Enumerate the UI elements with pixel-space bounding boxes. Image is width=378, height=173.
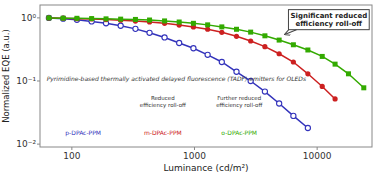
data-point	[346, 71, 351, 76]
data-point	[262, 33, 267, 38]
y-tick	[37, 144, 40, 145]
plot-area	[46, 15, 366, 130]
data-point	[103, 17, 108, 22]
data-point	[118, 23, 123, 28]
data-point	[191, 21, 196, 26]
data-point	[277, 38, 282, 43]
data-point	[89, 16, 94, 21]
data-point	[61, 16, 66, 21]
data-point	[205, 27, 210, 32]
text-line: efficiency roll-off	[140, 102, 186, 109]
data-point	[219, 30, 224, 35]
text-line: Further reduced	[217, 95, 261, 101]
text-line: Significant reduced	[290, 12, 367, 20]
data-point	[162, 35, 167, 40]
data-point	[46, 15, 51, 20]
x-tick	[194, 147, 195, 150]
text-line: Pyrimidine-based thermally activated del…	[47, 75, 306, 83]
data-point	[234, 34, 239, 39]
chart: 100 1000 10000 10⁻² 10⁻¹ 10⁰ Luminance (cd/m²)…	[0, 0, 378, 173]
annotation-text: Further reducedefficiency roll-off	[216, 95, 262, 108]
data-point	[291, 113, 296, 118]
x-tick-label: 1000	[183, 151, 206, 161]
data-point	[162, 18, 167, 23]
data-point	[332, 96, 337, 101]
y-tick	[37, 17, 40, 18]
data-point	[219, 59, 224, 64]
data-point	[305, 125, 310, 130]
data-point	[177, 20, 182, 25]
data-point	[291, 59, 296, 64]
data-point	[320, 84, 325, 89]
data-point	[333, 62, 338, 67]
data-point	[118, 17, 123, 22]
data-point	[219, 24, 224, 29]
data-point	[277, 51, 282, 56]
text-line: efficiency roll-off	[216, 102, 262, 109]
data-point	[191, 46, 196, 51]
data-point	[74, 16, 79, 21]
series-name: m-DPAc-PPM	[144, 129, 182, 136]
series-name: p-DPAc-PPM	[65, 129, 101, 137]
data-point	[46, 15, 51, 20]
x-tick-label: 100	[63, 151, 80, 161]
data-point	[147, 18, 152, 23]
annotation-arrow	[285, 30, 296, 35]
data-point	[104, 16, 109, 21]
data-point	[89, 16, 94, 21]
x-tick	[317, 147, 318, 150]
data-point	[133, 17, 138, 22]
data-point	[118, 18, 123, 23]
data-point	[61, 16, 66, 21]
data-point	[234, 69, 239, 74]
data-point	[177, 40, 182, 45]
text-line: Reduced	[151, 95, 175, 101]
text-line: efficiency roll-off	[296, 20, 363, 28]
annotation-box	[288, 10, 369, 30]
data-point	[205, 22, 210, 27]
data-point	[74, 16, 79, 21]
y-tick	[37, 80, 40, 81]
annotation-text: Pyrimidine-based thermally activated del…	[47, 75, 306, 83]
data-point	[262, 44, 267, 49]
annotation-text: Reducedefficiency roll-off	[140, 95, 186, 108]
data-point	[291, 42, 296, 47]
series-line	[49, 18, 308, 128]
data-point	[320, 54, 325, 59]
data-point	[205, 52, 210, 57]
y-axis-label: Normalized EQE (a.u.)	[1, 29, 11, 123]
y-tick-label: 10⁻¹	[16, 76, 36, 86]
data-point	[248, 38, 253, 43]
x-axis-label: Luminance (cd/m²)	[163, 163, 248, 173]
data-point	[46, 15, 51, 20]
data-point	[133, 26, 138, 31]
y-tick-label: 10⁻²	[16, 139, 36, 149]
data-point	[277, 101, 282, 106]
annotation-text: Significant reducedefficiency roll-off	[290, 12, 367, 28]
plot-frame	[40, 5, 372, 147]
data-point	[234, 27, 239, 32]
data-point	[248, 30, 253, 35]
data-point	[361, 85, 366, 90]
data-point	[61, 16, 66, 21]
x-tick	[71, 147, 72, 150]
data-point	[262, 89, 267, 94]
data-point	[305, 47, 310, 52]
y-tick-label: 10⁰	[21, 13, 36, 23]
annotation: Significant reducedefficiency roll-off	[285, 10, 369, 35]
data-point	[147, 30, 152, 35]
x-tick-label: 10000	[303, 151, 332, 161]
series-name: o-DPAc-PPM	[221, 129, 257, 136]
